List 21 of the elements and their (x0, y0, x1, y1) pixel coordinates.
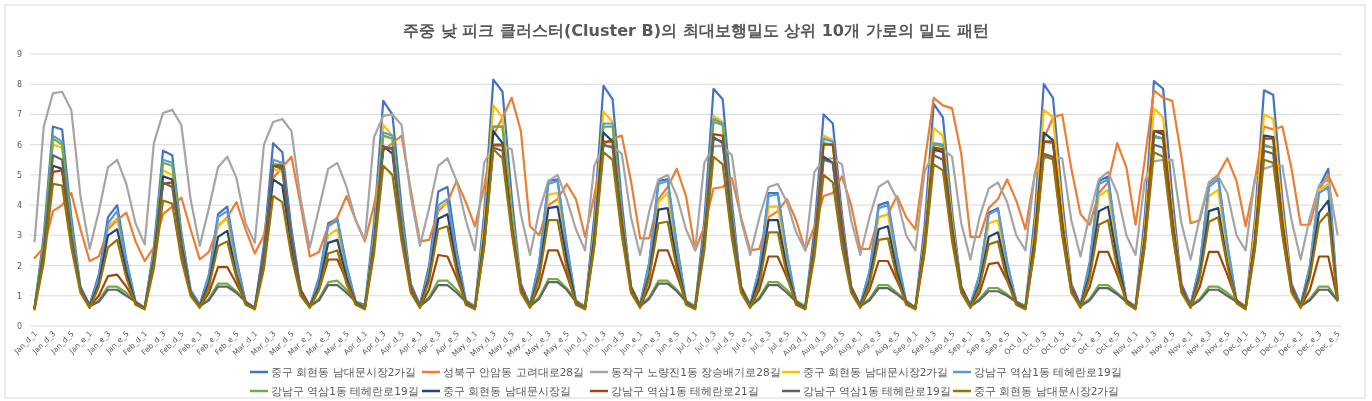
y-tick-label: 5 (16, 170, 22, 180)
legend-label: 강남구 역삼1동 테헤란로19길 (271, 385, 419, 397)
y-tick-label: 1 (16, 291, 22, 301)
legend-label: 강남구 역삼1동 테헤란로21길 (611, 385, 759, 397)
legend-label: 동작구 노량진1동 장승배기로28길 (611, 366, 781, 378)
legend-label: 중구 회현동 남대문시장길 (443, 385, 571, 397)
legend-label: 강남구 역삼1동 테헤란로19길 (803, 385, 951, 397)
y-tick-label: 8 (16, 80, 22, 90)
legend-label: 중구 회현동 남대문시장2가길 (271, 366, 417, 378)
chart-title: 주중 낮 피크 클러스터(Cluster B)의 최대보행밀도 상위 10개 가로의 밀도 패턴 (403, 21, 989, 40)
y-tick-label: 7 (16, 110, 22, 120)
legend-label: 강남구 역삼1동 테헤란로19길 (974, 366, 1122, 378)
y-tick-label: 2 (16, 261, 22, 271)
y-tick-label: 6 (16, 140, 22, 150)
y-tick-label: 9 (16, 50, 22, 59)
legend-label: 중구 회현동 남대문시장2가길 (803, 366, 949, 378)
y-tick-label: 0 (16, 322, 22, 331)
legend-label: 중구 회현동 남대문시장2가길 (974, 385, 1120, 397)
legend-label: 성북구 안암동 고려대로28길 (443, 366, 585, 378)
y-tick-label: 3 (16, 231, 22, 241)
y-tick-label: 4 (16, 201, 22, 211)
